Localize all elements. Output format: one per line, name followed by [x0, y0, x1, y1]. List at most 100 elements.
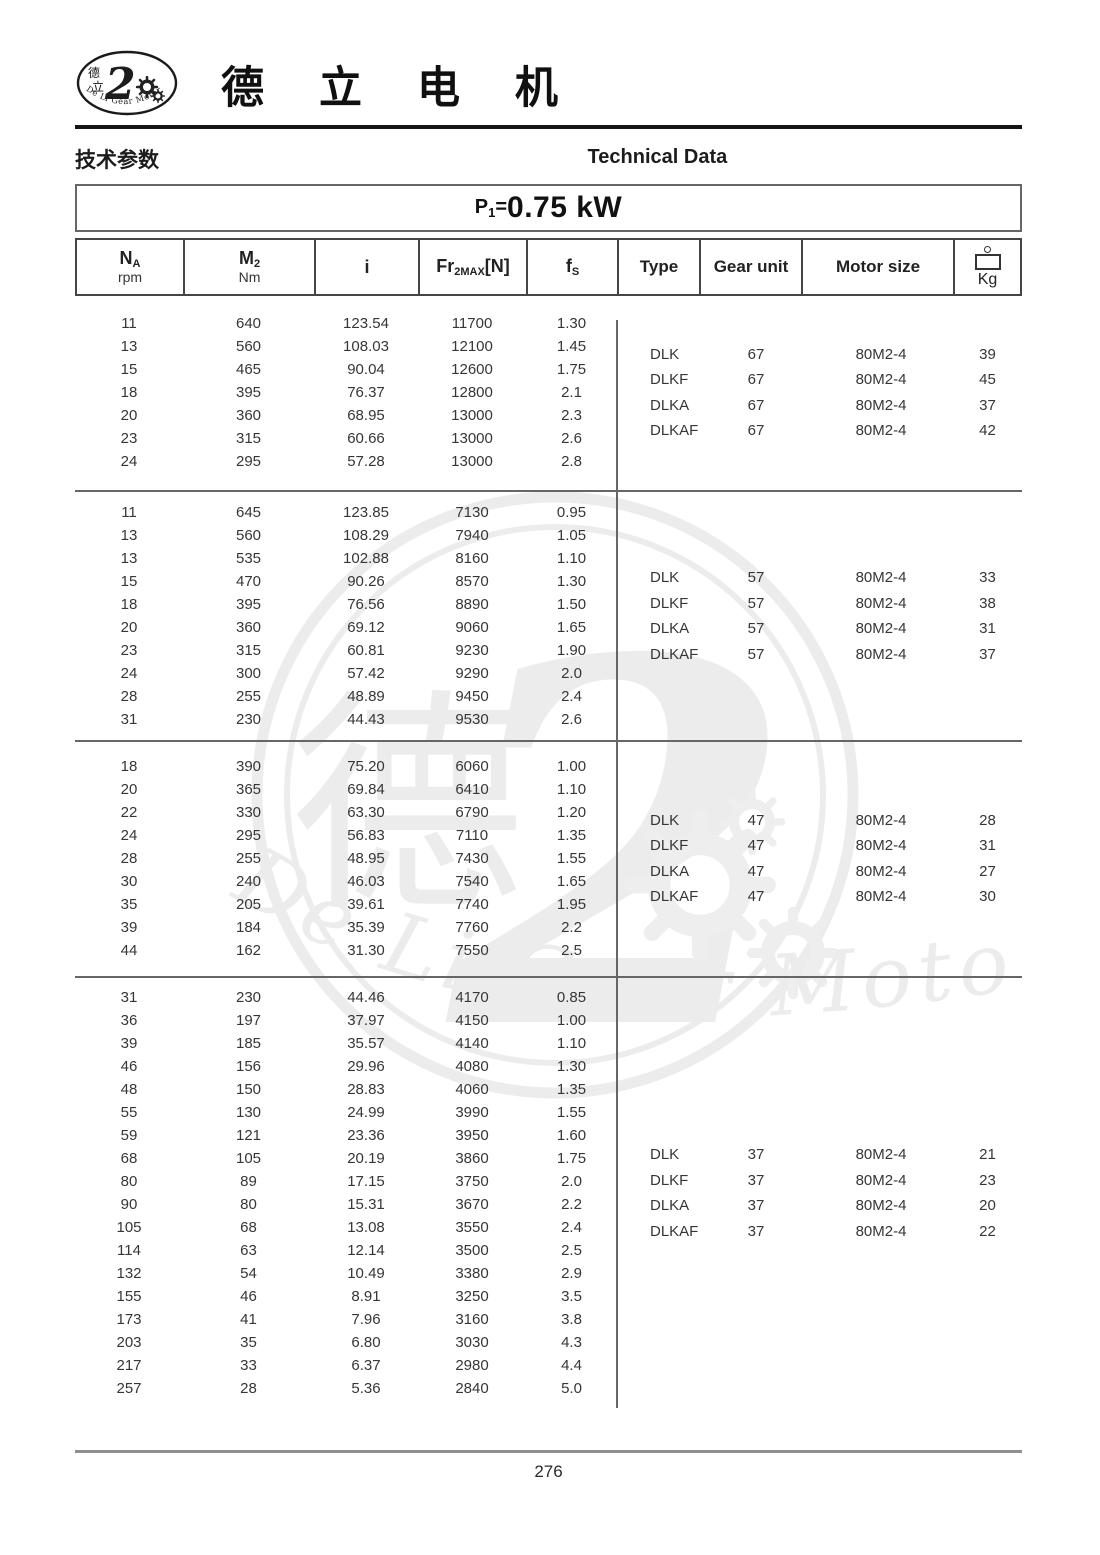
cell-motor-size: 80M2-4 [855, 371, 907, 388]
cell-na: 90 [120, 1196, 138, 1213]
cell-fr2max: 3990 [455, 1104, 489, 1121]
col-header-motor-size: Motor size [803, 240, 955, 294]
page-header: 德 立 2 De Li Gear Motor 德 立 电 机 [75, 48, 1022, 120]
type-row: DLK 37 80M2-4 21 [617, 1142, 1022, 1168]
cell-m2: 560 [235, 527, 262, 544]
power-symbol: P1= [474, 196, 508, 220]
cell-weight: 37 [979, 645, 996, 663]
column-divider-line [616, 320, 618, 1408]
cell-weight: 22 [979, 1222, 996, 1240]
cell-na: 13 [120, 550, 138, 567]
cell-na: 23 [120, 642, 138, 659]
cell-m2: 535 [235, 550, 262, 567]
cell-m2: 390 [235, 758, 262, 775]
cell-type: DLKAF [650, 645, 699, 663]
table-row: 20 360 68.95 13000 2.3 [75, 404, 617, 427]
cell-fr2max: 7130 [455, 504, 489, 521]
cell-fs: 3.8 [561, 1311, 582, 1328]
cell-na: 39 [120, 1035, 138, 1052]
cell-fr2max: 8570 [455, 573, 489, 590]
cell-i: 63.30 [347, 804, 385, 821]
cell-fr2max: 13000 [451, 407, 493, 424]
cell-weight: 42 [979, 422, 996, 439]
col-header-m2: M2 Nm [185, 240, 316, 294]
logo-char-top: 德 [88, 65, 100, 80]
cell-na: 39 [120, 919, 138, 936]
table-row: 90 80 15.31 3670 2.2 [75, 1193, 617, 1216]
table-row: 55 130 24.99 3990 1.55 [75, 1101, 617, 1124]
table-row: 24 295 57.28 13000 2.8 [75, 450, 617, 473]
cell-fr2max: 2980 [455, 1357, 489, 1374]
table-row: 257 28 5.36 2840 5.0 [75, 1377, 617, 1400]
cell-na: 28 [120, 850, 138, 867]
cell-na: 15 [120, 361, 138, 378]
cell-fs: 1.50 [556, 596, 587, 613]
cell-m2: 121 [235, 1127, 262, 1144]
cell-i: 44.46 [347, 989, 385, 1006]
cell-na: 217 [116, 1357, 142, 1374]
cell-motor-size: 80M2-4 [855, 862, 907, 880]
cell-fs: 2.4 [561, 688, 582, 705]
type-row: DLKF 67 80M2-4 45 [617, 367, 1022, 393]
cell-fr2max: 9450 [455, 688, 489, 705]
cell-i: 8.91 [351, 1288, 381, 1305]
cell-type: DLK [650, 569, 680, 586]
group-type-info: DLK 57 80M2-4 33 DLKF 57 80M2-4 38 DLKA … [617, 501, 1022, 731]
cell-m2: 46 [240, 1288, 257, 1305]
cell-motor-size: 80M2-4 [855, 569, 907, 586]
section-title-en: Technical Data [587, 146, 728, 168]
cell-na: 28 [120, 688, 138, 705]
cell-m2: 465 [235, 361, 262, 378]
table-row: 48 150 28.83 4060 1.35 [75, 1078, 617, 1101]
cell-fr2max: 3500 [455, 1242, 489, 1259]
cell-fs: 1.75 [556, 1150, 587, 1167]
table-row: 24 295 56.83 7110 1.35 [75, 824, 617, 847]
cell-type: DLKA [650, 862, 690, 880]
cell-fr2max: 4170 [455, 989, 489, 1006]
header-divider [75, 125, 1022, 129]
cell-na: 155 [116, 1288, 142, 1305]
cell-i: 57.42 [347, 665, 385, 682]
cell-m2: 645 [235, 504, 262, 521]
cell-motor-size: 80M2-4 [855, 1171, 907, 1189]
cell-na: 132 [116, 1265, 142, 1282]
cell-weight: 27 [979, 862, 996, 880]
cell-fs: 1.55 [556, 850, 587, 867]
table-row: 39 185 35.57 4140 1.10 [75, 1032, 617, 1055]
cell-gear-unit: 57 [747, 569, 765, 586]
cell-m2: 295 [235, 453, 262, 470]
cell-na: 20 [120, 407, 138, 424]
cell-fs: 3.5 [561, 1288, 582, 1305]
cell-type: DLKA [650, 620, 690, 637]
cell-m2: 33 [240, 1357, 257, 1374]
cell-i: 48.95 [347, 850, 385, 867]
table-row: 22 330 63.30 6790 1.20 [75, 801, 617, 824]
cell-na: 30 [120, 873, 138, 890]
cell-fr2max: 4060 [455, 1081, 489, 1098]
cell-m2: 68 [240, 1219, 257, 1236]
cell-na: 15 [120, 573, 138, 590]
table-row: 23 315 60.81 9230 1.90 [75, 639, 617, 662]
cell-m2: 395 [235, 596, 262, 613]
cell-i: 46.03 [347, 873, 385, 890]
table-row: 13 535 102.88 8160 1.10 [75, 547, 617, 570]
cell-na: 105 [116, 1219, 142, 1236]
table-row: 105 68 13.08 3550 2.4 [75, 1216, 617, 1239]
cell-gear-unit: 37 [747, 1197, 765, 1214]
type-row: DLKF 47 80M2-4 31 [617, 833, 1022, 859]
cell-m2: 640 [235, 315, 262, 332]
table-row: 30 240 46.03 7540 1.65 [75, 870, 617, 893]
cell-na: 59 [120, 1127, 138, 1144]
cell-i: 108.29 [343, 527, 389, 544]
cell-fr2max: 12600 [451, 361, 493, 378]
power-title-box: P1= 0.75 kW [75, 184, 1022, 232]
cell-fs: 1.00 [556, 1012, 587, 1029]
cell-motor-size: 80M2-4 [855, 1197, 907, 1214]
cell-na: 24 [120, 827, 138, 844]
cell-fs: 1.10 [556, 781, 587, 798]
table-body: 11 640 123.54 11700 1.30 13 560 108.03 1… [75, 296, 1022, 1408]
cell-fr2max: 7740 [455, 896, 489, 913]
cell-fs: 1.95 [556, 896, 587, 913]
cell-fs: 1.90 [556, 642, 587, 659]
cell-type: DLK [650, 345, 680, 363]
